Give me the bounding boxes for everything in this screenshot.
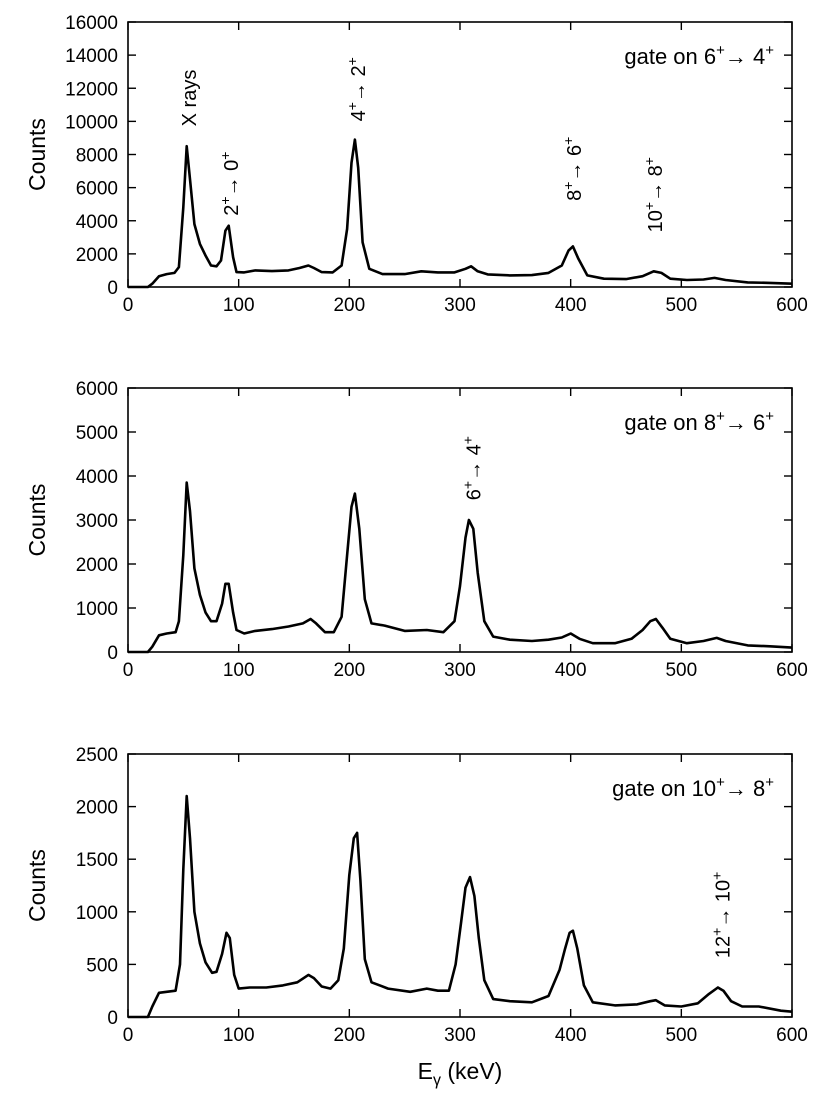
x-tick-label: 500 bbox=[665, 660, 697, 681]
x-axis-label: Eγ (keV) bbox=[418, 1058, 503, 1089]
x-tick-label: 300 bbox=[444, 1025, 476, 1046]
peak-annotation: X rays bbox=[179, 70, 201, 127]
y-tick-label: 0 bbox=[107, 1008, 118, 1029]
y-tick-label: 2500 bbox=[76, 745, 118, 766]
peak-label: 12+→ 10+ bbox=[708, 872, 734, 958]
spectrum-line bbox=[128, 138, 793, 289]
x-tick-label: 0 bbox=[123, 295, 134, 316]
y-tick-label: 0 bbox=[107, 278, 118, 299]
y-tick-label: 2000 bbox=[76, 555, 118, 576]
x-tick-label: 600 bbox=[776, 660, 808, 681]
peak-label: 10+→ 8+ bbox=[641, 157, 667, 232]
peak-annotation: 4+→ 2+ bbox=[344, 57, 370, 121]
spectrum-line bbox=[128, 794, 793, 1019]
y-tick-label: 500 bbox=[86, 955, 118, 976]
y-tick-label: 3000 bbox=[76, 511, 118, 532]
x-tick-label: 200 bbox=[333, 660, 365, 681]
x-tick-label: 200 bbox=[333, 295, 365, 316]
peak-label: 8+→ 6+ bbox=[560, 137, 586, 201]
x-tick-label: 500 bbox=[665, 1025, 697, 1046]
y-tick-label: 4000 bbox=[76, 467, 118, 488]
peak-annotation: 10+→ 8+ bbox=[641, 157, 667, 232]
y-tick-label: 0 bbox=[107, 643, 118, 664]
peak-annotation: 6+→ 4+ bbox=[459, 436, 485, 500]
x-tick-label: 500 bbox=[665, 295, 697, 316]
gate-label: gate on 10+→ 8+ bbox=[612, 774, 774, 801]
y-tick-label: 2000 bbox=[76, 798, 118, 819]
x-tick-label: 100 bbox=[223, 295, 255, 316]
y-tick-label: 1000 bbox=[76, 599, 118, 620]
peak-label: X rays bbox=[179, 70, 201, 127]
x-tick-label: 400 bbox=[555, 1025, 587, 1046]
x-tick-label: 0 bbox=[123, 660, 134, 681]
y-tick-label: 1500 bbox=[76, 850, 118, 871]
y-tick-label: 6000 bbox=[76, 379, 118, 400]
x-tick-label: 300 bbox=[444, 660, 476, 681]
panel-3: 0 100 200 300 400 500 600 0 500 1000 1500 2000 2500 C… bbox=[24, 745, 808, 1089]
y-axis-label: Counts bbox=[24, 118, 50, 191]
x-tick-label: 0 bbox=[123, 1025, 134, 1046]
x-tick-label: 100 bbox=[223, 660, 255, 681]
x-tick-label: 600 bbox=[776, 295, 808, 316]
y-tick-label: 4000 bbox=[76, 212, 118, 233]
peak-annotation: 8+→ 6+ bbox=[560, 137, 586, 201]
panel-1: 0 100 200 300 400 500 600020004000600080001000… bbox=[24, 13, 808, 316]
y-tick-label: 8000 bbox=[76, 146, 118, 167]
peak-label: 2+→ 0+ bbox=[217, 152, 243, 216]
y-tick-label: 1000 bbox=[76, 903, 118, 924]
y-tick-label: 2000 bbox=[76, 245, 118, 266]
peak-label: 4+→ 2+ bbox=[344, 57, 370, 121]
x-tick-label: 400 bbox=[555, 660, 587, 681]
x-tick-label: 400 bbox=[555, 295, 587, 316]
panel-2: 0 100 200 300 400 500 600010002000300040005000… bbox=[24, 379, 808, 681]
peak-annotation: 12+→ 10+ bbox=[708, 872, 734, 958]
y-tick-label: 10000 bbox=[65, 112, 118, 133]
peak-annotation: 2+→ 0+ bbox=[217, 152, 243, 216]
x-tick-label: 300 bbox=[444, 295, 476, 316]
y-tick-label: 5000 bbox=[76, 423, 118, 444]
gate-label: gate on 6+→ 4+ bbox=[624, 42, 774, 69]
peak-label: 6+→ 4+ bbox=[459, 436, 485, 500]
x-tick-label: 200 bbox=[333, 1025, 365, 1046]
y-tick-label: 12000 bbox=[65, 79, 118, 100]
x-tick-label: 100 bbox=[223, 1025, 255, 1046]
x-tick-label: 600 bbox=[776, 1025, 808, 1046]
y-axis-label: Counts bbox=[24, 484, 50, 557]
spectrum-line bbox=[128, 481, 793, 654]
y-axis-label: Counts bbox=[24, 849, 50, 922]
y-tick-label: 16000 bbox=[65, 13, 118, 34]
y-tick-label: 14000 bbox=[65, 46, 118, 67]
gate-label: gate on 8+→ 6+ bbox=[624, 408, 774, 435]
y-tick-label: 6000 bbox=[76, 179, 118, 200]
